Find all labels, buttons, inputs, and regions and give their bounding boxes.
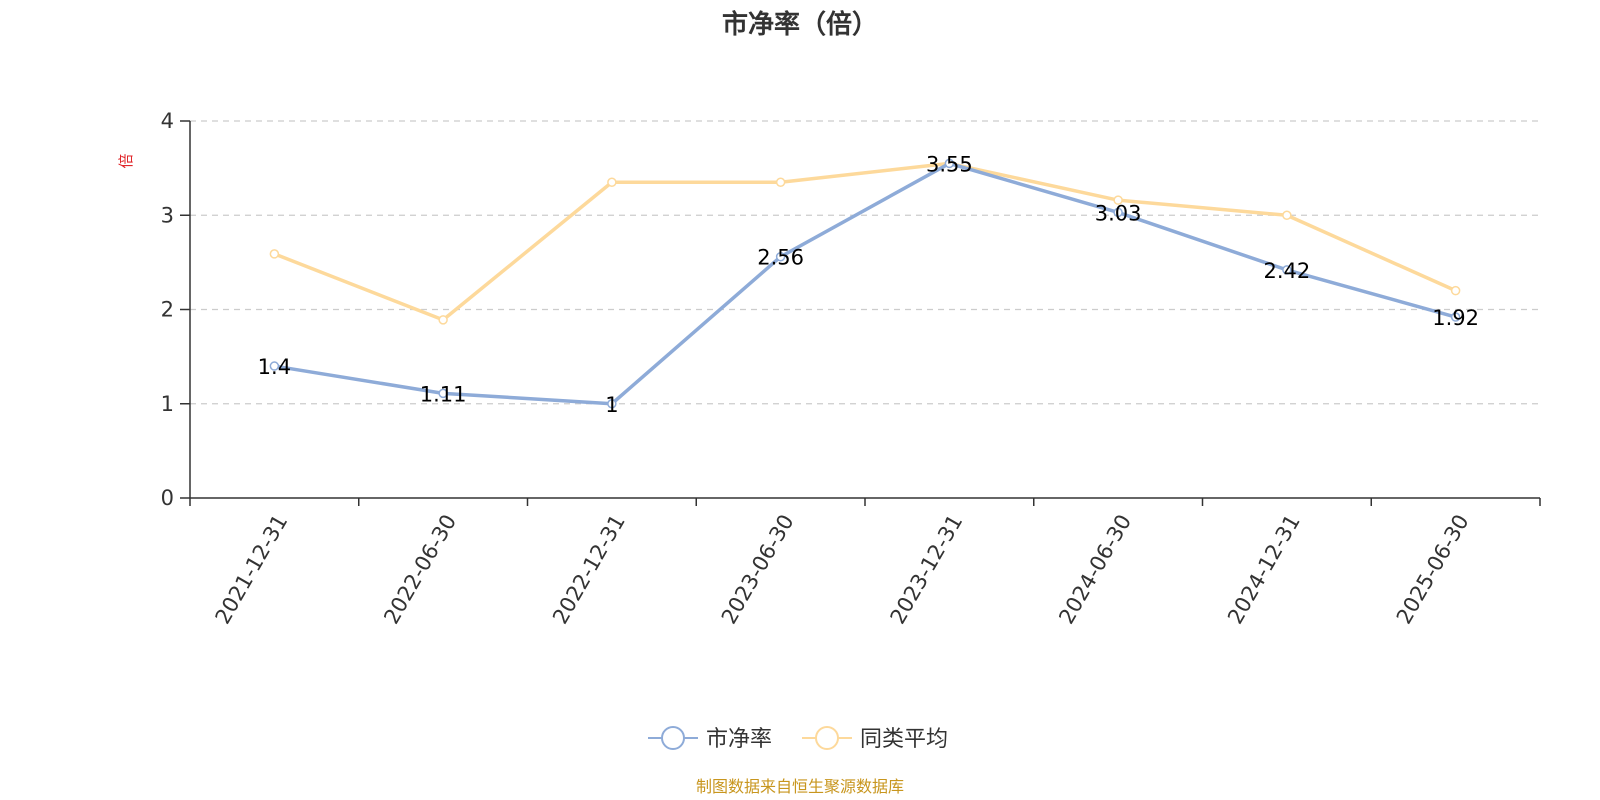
data-point[interactable] <box>1450 312 1461 322</box>
series-lines <box>269 158 1461 409</box>
data-label: 3.55 <box>926 152 973 176</box>
data-point[interactable] <box>607 399 617 409</box>
y-tick-label: 1 <box>161 392 174 416</box>
axes: 0 1 2 3 4 2021-12-31 2022-06-30 2022-12-31 2023-… <box>161 109 1541 628</box>
legend-label: 同类平均 <box>860 727 948 752</box>
data-point[interactable] <box>1113 207 1123 218</box>
data-point[interactable] <box>269 249 280 259</box>
y-tick-label: 0 <box>161 486 174 510</box>
legend-item-0[interactable]: 市净率 <box>648 726 772 752</box>
data-point[interactable] <box>269 361 280 371</box>
data-label: 1.4 <box>258 355 291 379</box>
x-tick-label: 2024-12-31 <box>1223 510 1305 628</box>
y-tick-label: 3 <box>161 203 174 227</box>
data-label: 1.11 <box>420 382 467 406</box>
data-point[interactable] <box>1282 210 1292 220</box>
data-point[interactable] <box>438 388 448 399</box>
source-note: 制图数据来自恒生聚源数据库 <box>696 777 904 796</box>
x-tick-label: 2024-06-30 <box>1054 510 1136 628</box>
data-label: 1 <box>605 393 618 417</box>
chart-title: 市净率（倍） <box>722 9 878 40</box>
x-tick-label: 2025-06-30 <box>1392 510 1474 628</box>
data-point[interactable] <box>944 158 955 169</box>
data-point[interactable] <box>1282 265 1292 275</box>
x-tick-label: 2022-06-30 <box>379 510 461 628</box>
data-point[interactable] <box>1450 285 1461 296</box>
data-label: 2.56 <box>757 246 804 270</box>
data-point[interactable] <box>775 251 786 262</box>
x-tick-label: 2021-12-31 <box>211 510 293 628</box>
data-label: 2.42 <box>1263 259 1310 283</box>
data-label: 3.03 <box>1095 201 1142 225</box>
data-point[interactable] <box>438 315 448 325</box>
grid-lines <box>190 120 1540 405</box>
x-tick-label: 2023-12-31 <box>886 510 968 628</box>
legend-item-1[interactable]: 同类平均 <box>802 726 948 752</box>
legend-marker <box>661 726 685 750</box>
legend-marker <box>815 726 839 750</box>
series-line-1 <box>273 161 1457 322</box>
data-point[interactable] <box>1113 195 1123 205</box>
legend-label: 市净率 <box>706 727 772 752</box>
y-tick-label: 2 <box>161 298 174 322</box>
y-axis-unit-label: 倍 <box>117 153 135 168</box>
x-tick-label: 2022-12-31 <box>548 510 630 628</box>
data-point[interactable] <box>607 177 617 188</box>
series-line-0 <box>274 161 1457 406</box>
x-tick-label: 2023-06-30 <box>717 510 799 628</box>
legend[interactable]: 市净率 同类平均 <box>648 726 948 752</box>
data-label: 1.92 <box>1432 306 1479 330</box>
y-tick-label: 4 <box>161 109 174 133</box>
data-point[interactable] <box>775 177 786 188</box>
data-labels: 1.4 1.11 1 2.56 3.55 3.03 2.42 1.92 <box>258 152 1479 416</box>
